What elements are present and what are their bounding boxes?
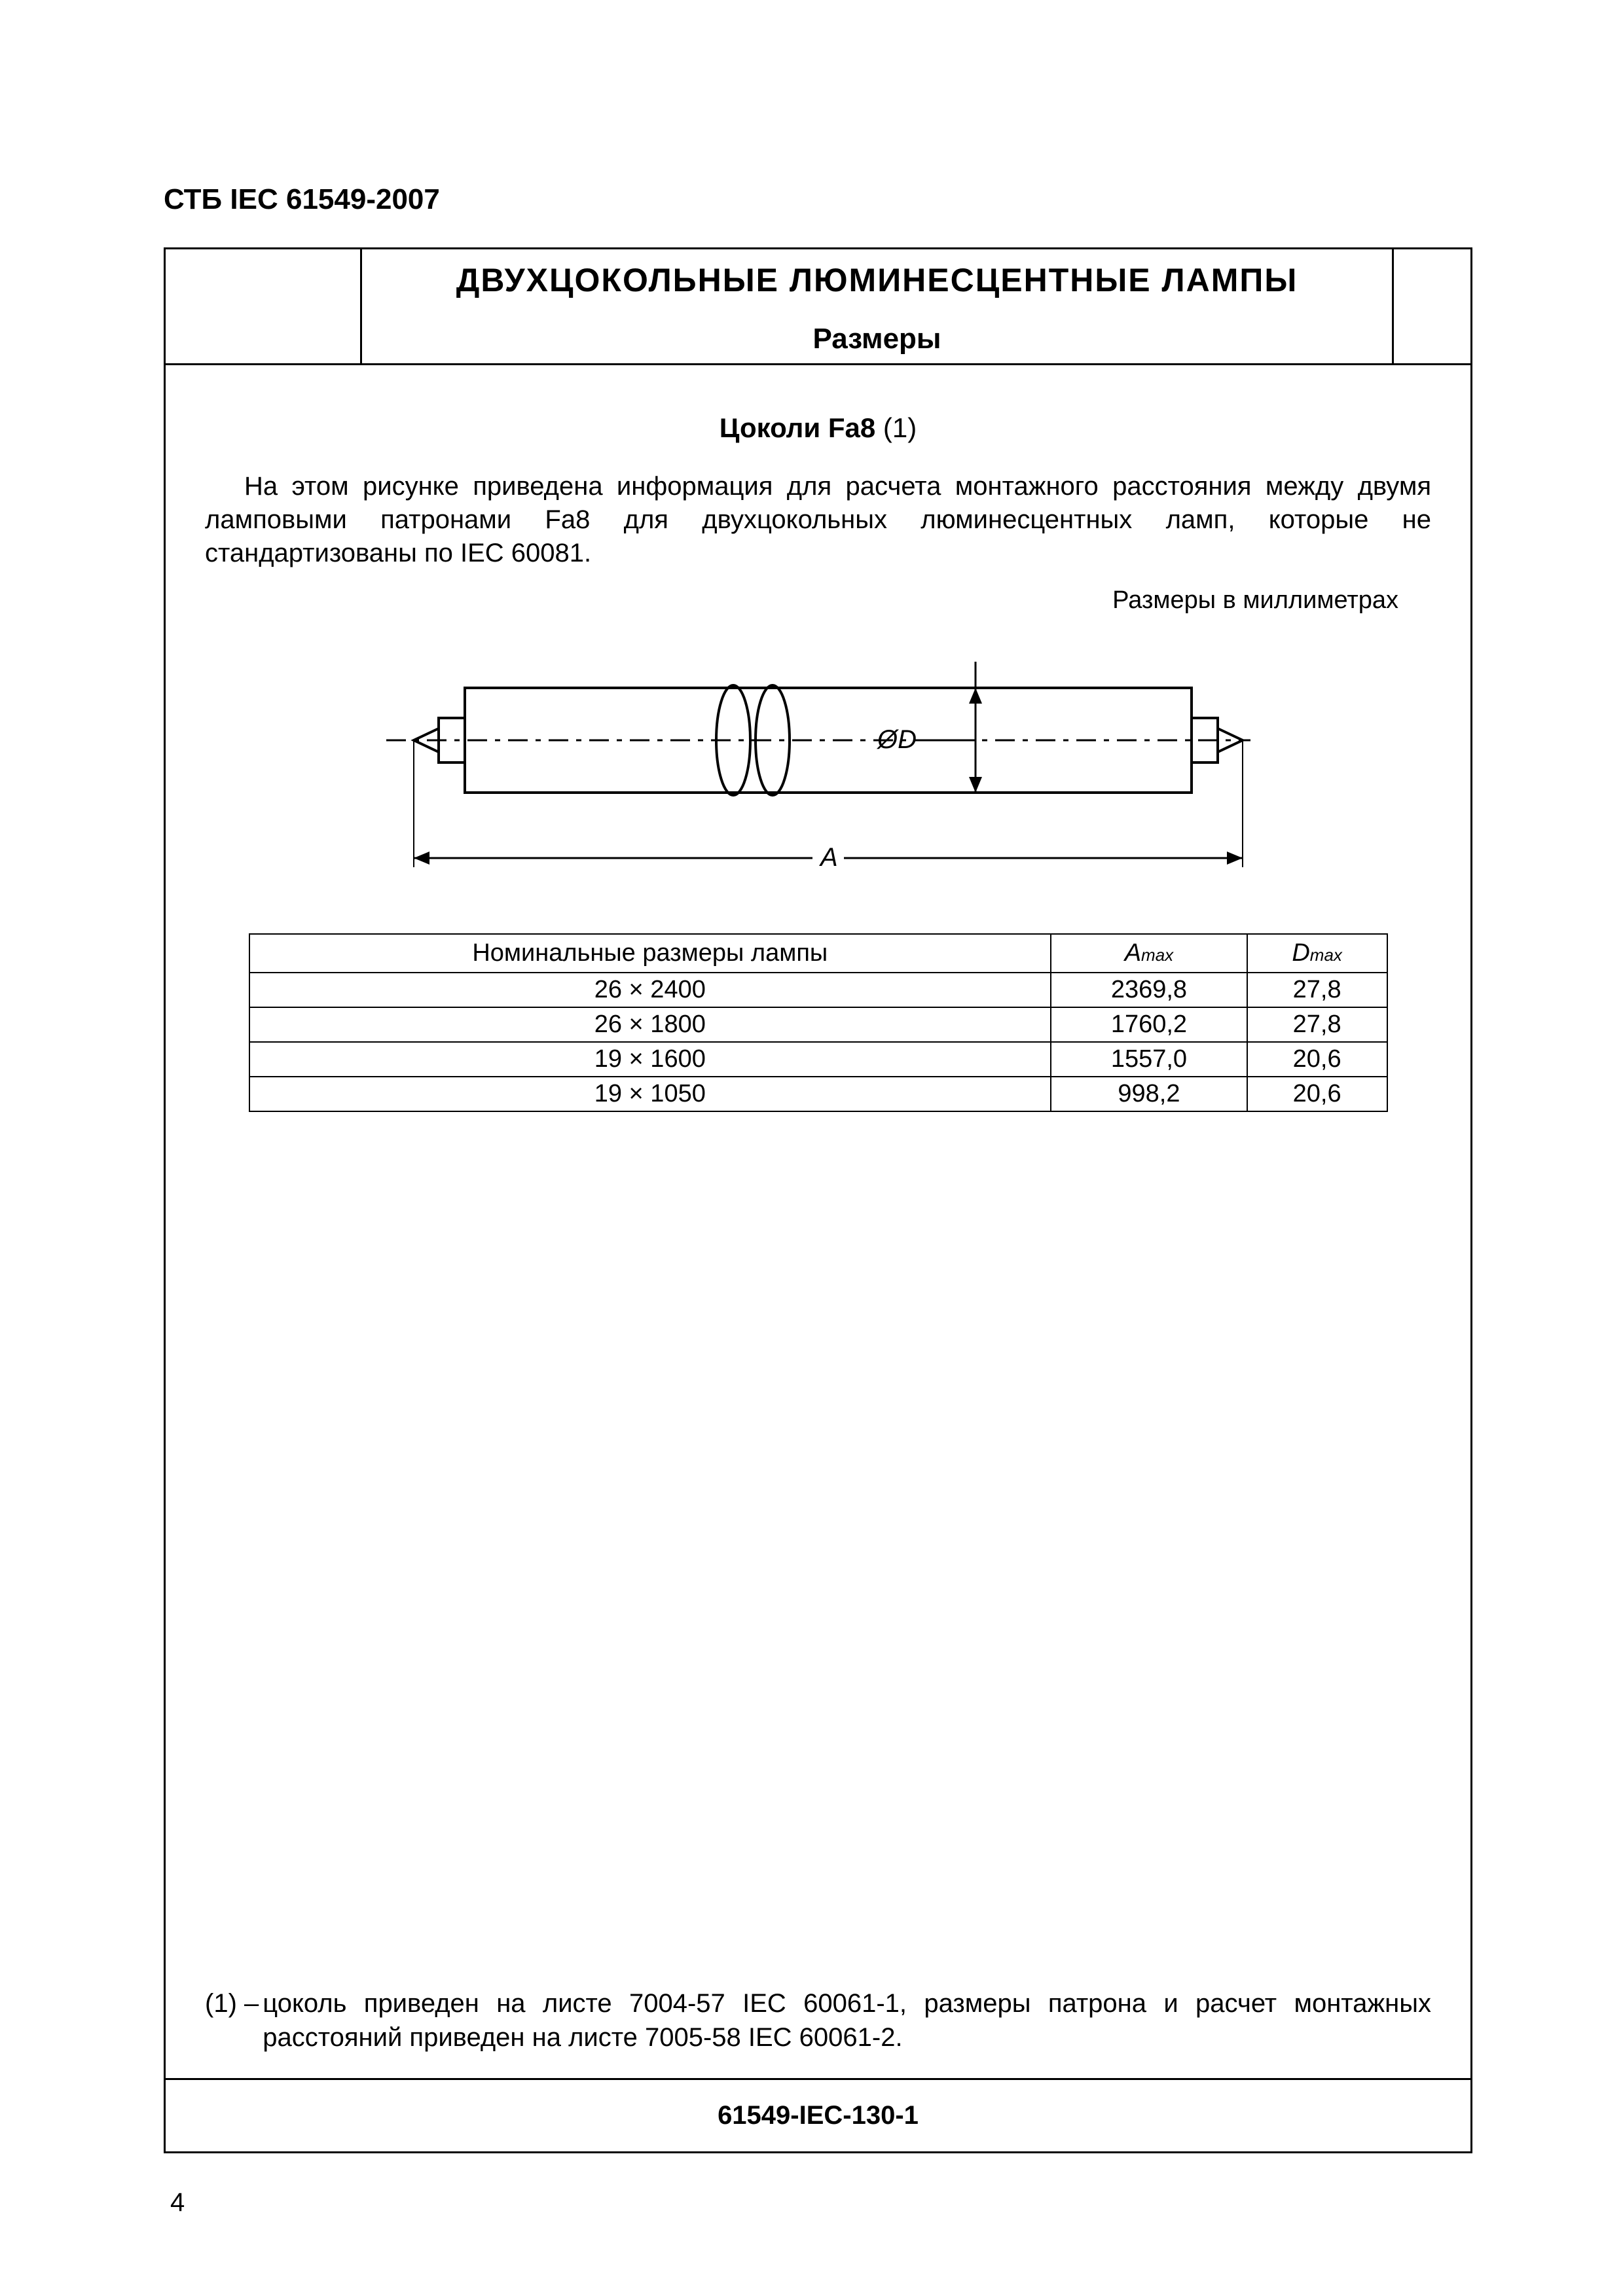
dimensions-table: Номинальные размеры лампы Amax Dmax 26 ×… [249,933,1388,1113]
table-cell: 26 × 2400 [249,973,1051,1007]
footnote: (1) – цоколь приведен на листе 7004-57 I… [205,1986,1431,2054]
outer-frame: ДВУХЦОКОЛЬНЫЕ ЛЮМИНЕСЦЕНТНЫЕ ЛАМПЫ Разме… [164,247,1472,2153]
lamp-diagram-svg: ØD A [360,622,1277,904]
table-cell: 998,2 [1051,1077,1247,1111]
section-heading-bold: Цоколи Fa8 [720,412,875,443]
intro-paragraph: На этом рисунке приведена информация для… [205,470,1431,571]
table-row: 26 × 18001760,227,8 [249,1007,1387,1042]
table-header-col3-sub: max [1310,945,1342,965]
table-header-col3-sym: D [1292,939,1309,967]
title-main: ДВУХЦОКОЛЬНЫЕ ЛЮМИНЕСЦЕНТНЫЕ ЛАМПЫ [369,261,1385,299]
page-number: 4 [170,2188,185,2217]
table-cell: 26 × 1800 [249,1007,1051,1042]
table-cell: 20,6 [1247,1042,1387,1077]
title-left-cell [166,249,362,363]
table-row: 26 × 24002369,827,8 [249,973,1387,1007]
page: СТБ IEC 61549-2007 ДВУХЦОКОЛЬНЫЕ ЛЮМИНЕС… [0,0,1623,2296]
section-heading: Цоколи Fa8 (1) [192,412,1444,444]
table-header-col2-sub: max [1141,945,1173,965]
table-header-col2-sym: A [1125,939,1141,967]
table-cell: 19 × 1600 [249,1042,1051,1077]
title-row: ДВУХЦОКОЛЬНЫЕ ЛЮМИНЕСЦЕНТНЫЕ ЛАМПЫ Разме… [166,249,1470,365]
units-note: Размеры в миллиметрах [192,586,1398,615]
footnote-marker: (1) – [205,1986,263,2054]
lamp-diagram: ØD A [192,622,1444,907]
title-right-cell [1392,249,1470,363]
table-cell: 19 × 1050 [249,1077,1051,1111]
table-cell: 1760,2 [1051,1007,1247,1042]
table-cell: 20,6 [1247,1077,1387,1111]
table-row: 19 × 16001557,020,6 [249,1042,1387,1077]
svg-text:A: A [819,843,838,872]
footer-code: 61549-IEC-130-1 [166,2080,1470,2151]
svg-text:ØD: ØD [876,725,917,754]
table-row: 19 × 1050998,220,6 [249,1077,1387,1111]
table-cell: 27,8 [1247,1007,1387,1042]
table-header-row: Номинальные размеры лампы Amax Dmax [249,934,1387,973]
section-heading-paren: (1) [883,412,917,443]
table-cell: 27,8 [1247,973,1387,1007]
table-cell: 1557,0 [1051,1042,1247,1077]
table-header-col2: Amax [1051,934,1247,973]
table-header-col3: Dmax [1247,934,1387,973]
footnote-text: цоколь приведен на листе 7004-57 IEC 600… [263,1986,1431,2054]
document-header: СТБ IEC 61549-2007 [164,183,1472,216]
body-area: Цоколи Fa8 (1) На этом рисунке приведена… [166,365,1470,2080]
title-center-cell: ДВУХЦОКОЛЬНЫЕ ЛЮМИНЕСЦЕНТНЫЕ ЛАМПЫ Разме… [362,249,1392,363]
table-header-col1: Номинальные размеры лампы [249,934,1051,973]
title-sub: Размеры [369,323,1385,355]
table-cell: 2369,8 [1051,973,1247,1007]
